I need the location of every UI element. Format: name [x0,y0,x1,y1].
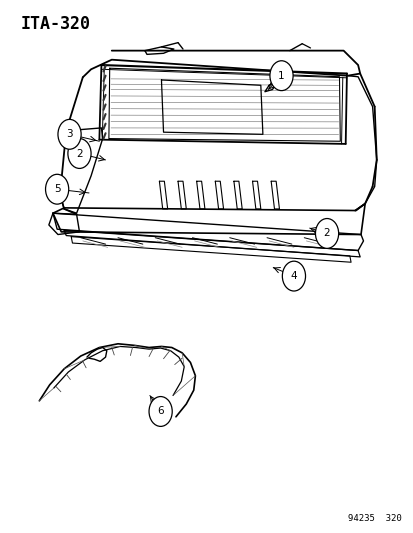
Text: 1: 1 [278,71,284,80]
Circle shape [68,139,91,168]
Circle shape [282,261,305,291]
Text: 94235  320: 94235 320 [347,514,401,523]
Text: 2: 2 [76,149,83,158]
Circle shape [45,174,69,204]
Text: ITA-320: ITA-320 [21,15,90,33]
Text: 2: 2 [323,229,330,238]
Circle shape [58,119,81,149]
Circle shape [269,61,292,91]
Text: 4: 4 [290,271,297,281]
Text: 5: 5 [54,184,60,194]
Circle shape [315,219,338,248]
Circle shape [149,397,172,426]
Text: 6: 6 [157,407,164,416]
Text: 3: 3 [66,130,73,139]
